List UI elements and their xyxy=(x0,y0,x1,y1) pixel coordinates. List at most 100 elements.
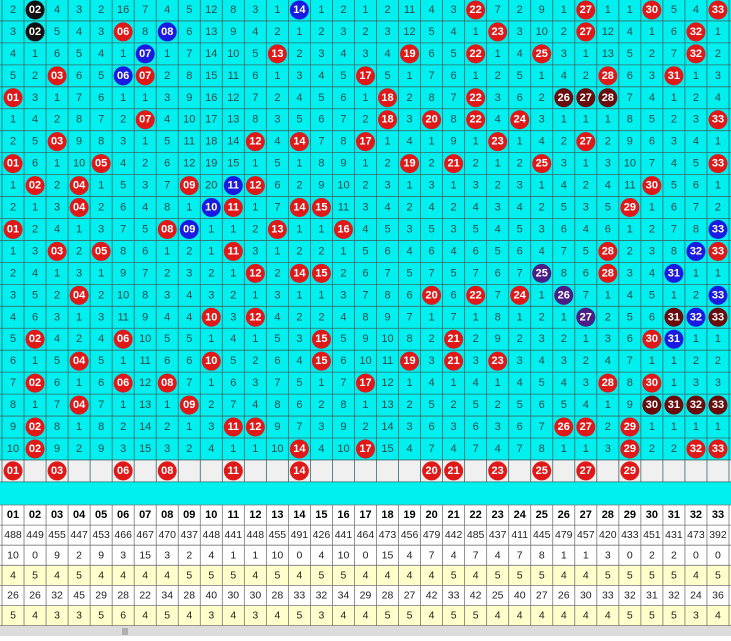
omission-count: 4 xyxy=(120,158,126,170)
ball xyxy=(25,0,45,20)
stat-value: 28 xyxy=(382,589,394,601)
omission-count: 1 xyxy=(252,443,258,455)
omission-count: 2 xyxy=(362,180,368,192)
omission-count: 4 xyxy=(384,202,390,214)
stat-value: 4 xyxy=(517,610,523,622)
ball xyxy=(91,154,111,174)
omission-count: 7 xyxy=(539,421,545,433)
ball xyxy=(598,88,618,108)
omission-count: 16 xyxy=(117,4,129,16)
omission-count: 2 xyxy=(318,26,324,38)
omission-count: 5 xyxy=(605,202,611,214)
omission-count: 4 xyxy=(649,267,655,279)
stat-value: 5 xyxy=(715,569,721,581)
stat-value: 32 xyxy=(51,589,63,601)
ball-number: 29 xyxy=(624,421,636,433)
ball-number: 02 xyxy=(29,333,41,345)
stat-value: 26 xyxy=(558,589,570,601)
omission-count: 10 xyxy=(536,26,548,38)
stat-value: 9 xyxy=(98,549,104,561)
omission-count: 6 xyxy=(384,245,390,257)
omission-count: 6 xyxy=(120,202,126,214)
omission-count: 3 xyxy=(715,377,721,389)
omission-count: 7 xyxy=(274,202,280,214)
omission-count: 9 xyxy=(539,4,545,16)
omission-count: 3 xyxy=(429,180,435,192)
scrollbar[interactable] xyxy=(0,626,731,636)
omission-count: 2 xyxy=(671,443,677,455)
omission-count: 4 xyxy=(318,70,324,82)
ball-number: 25 xyxy=(536,48,548,60)
omission-count: 5 xyxy=(627,48,633,60)
ball xyxy=(576,417,596,437)
omission-count: 1 xyxy=(429,311,435,323)
stat-value: 4 xyxy=(252,569,258,581)
omission-count: 2 xyxy=(539,311,545,323)
omission-count: 12 xyxy=(139,377,151,389)
omission-count: 1 xyxy=(384,136,390,148)
column-header: 31 xyxy=(668,509,680,521)
omission-count: 2 xyxy=(473,158,479,170)
omission-count: 5 xyxy=(120,180,126,192)
omission-count: 9 xyxy=(340,158,346,170)
omission-count: 15 xyxy=(205,70,217,82)
stat-value: 15 xyxy=(139,549,151,561)
omission-count: 1 xyxy=(605,114,611,126)
omission-count: 5 xyxy=(517,399,523,411)
stat-value: 2 xyxy=(186,549,192,561)
omission-count: 1 xyxy=(539,70,545,82)
omission-count: 9 xyxy=(318,180,324,192)
omission-count: 2 xyxy=(517,158,523,170)
omission-count: 3 xyxy=(561,355,567,367)
omission-count: 7 xyxy=(627,355,633,367)
ball xyxy=(223,461,243,481)
omission-count: 5 xyxy=(451,48,457,60)
ball xyxy=(223,417,243,437)
omission-count: 11 xyxy=(404,4,415,16)
omission-count: 2 xyxy=(605,311,611,323)
omission-count: 1 xyxy=(54,267,60,279)
ball xyxy=(444,351,464,371)
stat-value: 5 xyxy=(627,610,633,622)
ball-number: 14 xyxy=(293,267,306,279)
omission-count: 7 xyxy=(429,443,435,455)
omission-count: 9 xyxy=(98,443,104,455)
stat-value: 45 xyxy=(73,589,85,601)
ball xyxy=(708,307,728,327)
ball-number: 05 xyxy=(95,245,107,257)
omission-count: 2 xyxy=(649,223,655,235)
omission-count: 8 xyxy=(230,4,236,16)
omission-count: 2 xyxy=(318,245,324,257)
omission-count: 10 xyxy=(227,48,239,60)
omission-count: 5 xyxy=(296,114,302,126)
omission-count: 2 xyxy=(164,267,170,279)
omission-count: 1 xyxy=(362,4,368,16)
omission-count: 3 xyxy=(539,114,545,126)
ball-number: 04 xyxy=(73,202,86,214)
omission-count: 14 xyxy=(381,421,393,433)
omission-count: 6 xyxy=(517,245,523,257)
stat-value: 4 xyxy=(142,569,148,581)
omission-count: 2 xyxy=(605,421,611,433)
stat-value: 5 xyxy=(341,569,347,581)
stat-value: 33 xyxy=(448,589,460,601)
omission-count: 2 xyxy=(451,202,457,214)
omission-count: 2 xyxy=(274,92,280,104)
column-header: 23 xyxy=(492,509,504,521)
stat-value: 455 xyxy=(269,529,287,541)
omission-count: 1 xyxy=(583,114,589,126)
column-header: 29 xyxy=(624,509,636,521)
stat-value: 4 xyxy=(429,610,435,622)
omission-count: 3 xyxy=(605,443,611,455)
column-header: 33 xyxy=(712,509,724,521)
omission-count: 3 xyxy=(208,289,214,301)
omission-count: 12 xyxy=(205,4,217,16)
omission-count: 6 xyxy=(274,180,280,192)
scroll-thumb[interactable] xyxy=(122,628,128,635)
ball xyxy=(576,88,596,108)
omission-count: 8 xyxy=(561,267,567,279)
ball xyxy=(25,417,45,437)
omission-count: 2 xyxy=(120,421,126,433)
stat-value: 25 xyxy=(492,589,504,601)
ball-number: 28 xyxy=(602,245,614,257)
